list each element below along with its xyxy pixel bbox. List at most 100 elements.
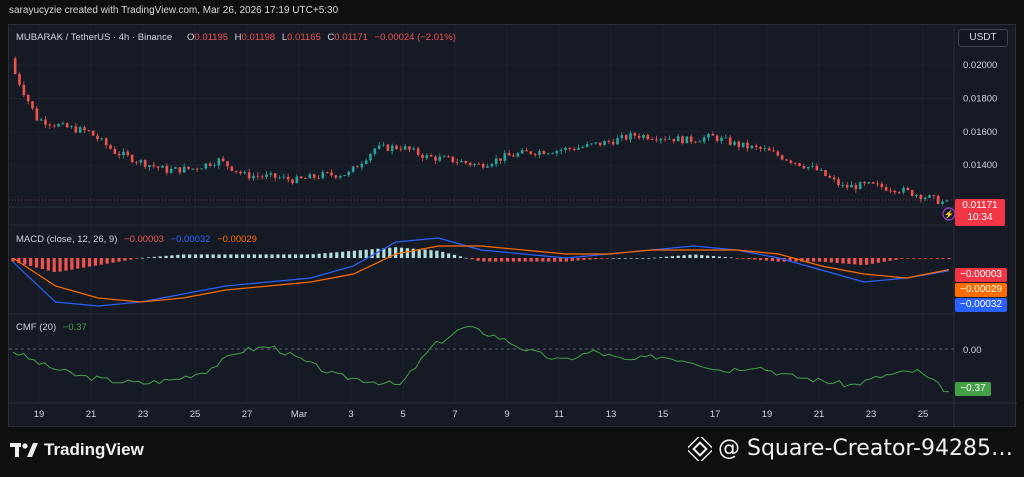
macd-histogram-bar: [888, 258, 892, 261]
candle-body: [832, 177, 836, 180]
macd-legend[interactable]: MACD (close, 12, 26, 9) −0.00003 −0.0003…: [16, 234, 257, 245]
candle-body: [44, 119, 47, 125]
macd-histogram-bar: [570, 258, 574, 262]
candle-body: [269, 173, 273, 175]
macd-histogram-bar: [623, 258, 627, 259]
time-tick-label: Mar: [291, 409, 307, 420]
candle-body: [815, 166, 819, 171]
candle-body: [616, 138, 619, 145]
macd-histogram-bar: [429, 250, 433, 258]
macd-histogram-bar: [711, 256, 716, 258]
candle-body: [451, 156, 455, 163]
currency-button[interactable]: USDT: [958, 29, 1008, 47]
macd-histogram-bar: [529, 258, 533, 262]
candle-body: [477, 163, 481, 165]
macd-histogram-bar: [605, 258, 610, 259]
created-by-text: sarayucyzie created with TradingView.com…: [9, 5, 339, 16]
macd-histogram-bar: [912, 258, 916, 259]
candle-body: [65, 123, 69, 128]
candle-body: [611, 141, 615, 145]
macd-histogram-bar: [564, 258, 568, 262]
candle-body: [399, 148, 403, 150]
macd-histogram-bar: [229, 254, 233, 258]
tradingview-brand[interactable]: TradingView: [10, 440, 144, 460]
candle-body: [724, 137, 728, 139]
macd-histogram-bar: [11, 258, 15, 262]
last-price-value: 0.01171: [962, 200, 998, 211]
candle-body: [343, 175, 346, 177]
macd-histogram-bar: [817, 258, 822, 262]
macd-histogram-bar: [759, 258, 763, 261]
macd-histogram-bar: [800, 258, 804, 262]
macd-histogram-bar: [282, 254, 286, 258]
candle-body: [594, 142, 598, 144]
candle-body: [876, 183, 879, 185]
macd-histogram-bar: [647, 258, 651, 259]
macd-histogram-bar: [382, 248, 386, 258]
candle-body: [156, 166, 160, 168]
candle-body: [481, 164, 485, 168]
macd-histogram-bar: [276, 254, 280, 258]
macd-histogram-bar: [735, 258, 739, 259]
candle-body: [694, 141, 697, 143]
candle-body: [503, 153, 507, 161]
macd-histogram-bar: [929, 258, 933, 259]
candle-body: [35, 108, 39, 121]
symbol-legend[interactable]: MUBARAK / TetherUS · 4h · Binance O0.011…: [16, 32, 456, 43]
macd-histogram-bar: [70, 258, 74, 270]
macd-histogram-bar: [64, 258, 68, 271]
candle-body: [668, 138, 671, 140]
macd-histogram-bar: [729, 257, 733, 259]
candle-body: [802, 166, 806, 169]
candle-body: [650, 139, 654, 140]
macd-histogram-bar: [376, 248, 380, 258]
chart-area[interactable]: 0.02000 0.01800 0.01600 0.01400 19 21 23 25 27 M…: [8, 24, 1017, 428]
candle-body: [741, 142, 745, 148]
macd-histogram-bar: [853, 258, 857, 265]
macd-histogram-bar: [441, 251, 445, 258]
candle-body: [139, 160, 143, 163]
macd-histogram-bar: [105, 258, 109, 264]
candle-body: [685, 136, 689, 144]
candle-body: [429, 155, 433, 157]
macd-histogram-bar: [935, 258, 939, 259]
candle-body: [265, 174, 268, 178]
candle-body: [187, 166, 190, 169]
chart-svg[interactable]: 0.02000 0.01800 0.01600 0.01400 19 21 23 25 27 M…: [9, 25, 1017, 428]
macd-histogram-bar: [864, 258, 869, 265]
macd-histogram-bar: [435, 250, 439, 258]
candle-body: [78, 127, 82, 133]
macd-histogram-bar: [664, 256, 669, 258]
candle-body: [798, 163, 801, 167]
macd-histogram-bar: [394, 247, 398, 258]
cmf-legend[interactable]: CMF (20) −0.37: [16, 322, 87, 333]
candle-body: [785, 159, 788, 161]
candle-body: [421, 154, 424, 159]
macd-histogram-bar: [847, 258, 851, 264]
candle-body: [278, 177, 281, 179]
macd-histogram-bar: [552, 258, 557, 262]
candle-body: [135, 162, 138, 163]
macd-histogram-bar: [482, 258, 486, 262]
candle-body: [516, 153, 520, 157]
macd-histogram-bar: [517, 258, 521, 262]
macd-histogram-bar: [447, 253, 451, 258]
macd-histogram-bar: [34, 258, 39, 268]
candle-body: [620, 135, 624, 139]
candle-body: [321, 172, 325, 179]
candle-body: [377, 145, 381, 149]
creator-watermark: @ Square-Creator-94285…: [688, 436, 1013, 461]
candle-body: [295, 176, 299, 184]
candle-body: [61, 123, 65, 125]
candle-body: [351, 166, 355, 172]
candle-body: [434, 156, 437, 161]
candle-body: [689, 136, 693, 142]
macd-histogram-bar: [723, 257, 727, 258]
macd-histogram-bar: [46, 258, 50, 271]
candle-body: [932, 195, 936, 197]
candle-body: [893, 190, 897, 193]
macd-histogram-bar: [470, 258, 474, 260]
macd-histogram-bar: [258, 254, 262, 258]
macd-histogram-bar: [311, 254, 315, 258]
candle-body: [945, 200, 949, 202]
